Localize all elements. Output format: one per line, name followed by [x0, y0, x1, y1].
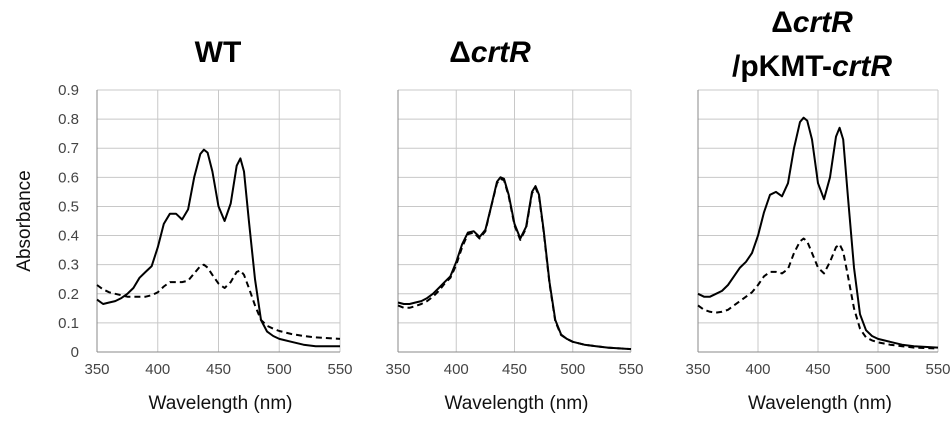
y-tick-label: 0.8	[58, 111, 79, 128]
y-tick-label: 0.1	[58, 315, 79, 332]
y-tick-label: 0.5	[58, 198, 79, 215]
x-tick-label: 550	[618, 361, 643, 378]
series-line-dashed	[96, 263, 341, 340]
y-axis-label: Absorbance	[14, 170, 35, 271]
series-line-dashed	[397, 177, 632, 351]
x-tick-label: 500	[267, 361, 292, 378]
y-tick-label: 0.4	[58, 228, 79, 245]
series-line-dashed	[697, 237, 939, 350]
chart-panel-2: ΔcrtR 350 400 450 500 550 Wavelength (nm)	[385, 36, 643, 414]
y-tick-label: 0.9	[58, 82, 79, 99]
x-tick-label: 400	[145, 361, 170, 378]
x-tick-label: 400	[745, 361, 770, 378]
y-tick-label: 0.2	[58, 286, 79, 303]
y-tick-label: 0.7	[58, 140, 79, 157]
chart-panel-3: ΔcrtR/pKMT-crtR 350 400 450 500 550 Wavelength…	[685, 6, 950, 414]
x-tick-label: 350	[685, 361, 710, 378]
x-axis-label: Wavelength (nm)	[748, 393, 892, 414]
y-tick-label: 0.3	[58, 257, 79, 274]
x-tick-label: 450	[805, 361, 830, 378]
x-tick-label: 400	[444, 361, 469, 378]
x-axis-label: Wavelength (nm)	[149, 393, 293, 414]
y-tick-label: 0	[71, 344, 79, 361]
panel-title: ΔcrtR	[449, 36, 531, 69]
x-tick-label: 350	[385, 361, 410, 378]
x-tick-label: 450	[206, 361, 231, 378]
x-tick-label: 500	[560, 361, 585, 378]
panel-title: ΔcrtR	[771, 6, 853, 39]
y-tick-label: 0.6	[58, 169, 79, 186]
x-tick-label: 350	[84, 361, 109, 378]
series-line-solid	[697, 116, 939, 349]
x-tick-label: 550	[925, 361, 950, 378]
x-tick-label: 450	[502, 361, 527, 378]
chart-panel-1: WT 350 400 450 500 550 0 0.1 0.2 0.3 0.4 0.5 0.6 0.7 0…	[14, 36, 353, 414]
panel-title-line2: /pKMT-crtR	[732, 50, 892, 83]
panel-title: WT	[195, 36, 242, 69]
x-tick-label: 550	[327, 361, 352, 378]
series-line-solid	[96, 148, 340, 348]
x-axis-label: Wavelength (nm)	[445, 393, 589, 414]
x-tick-label: 500	[865, 361, 890, 378]
